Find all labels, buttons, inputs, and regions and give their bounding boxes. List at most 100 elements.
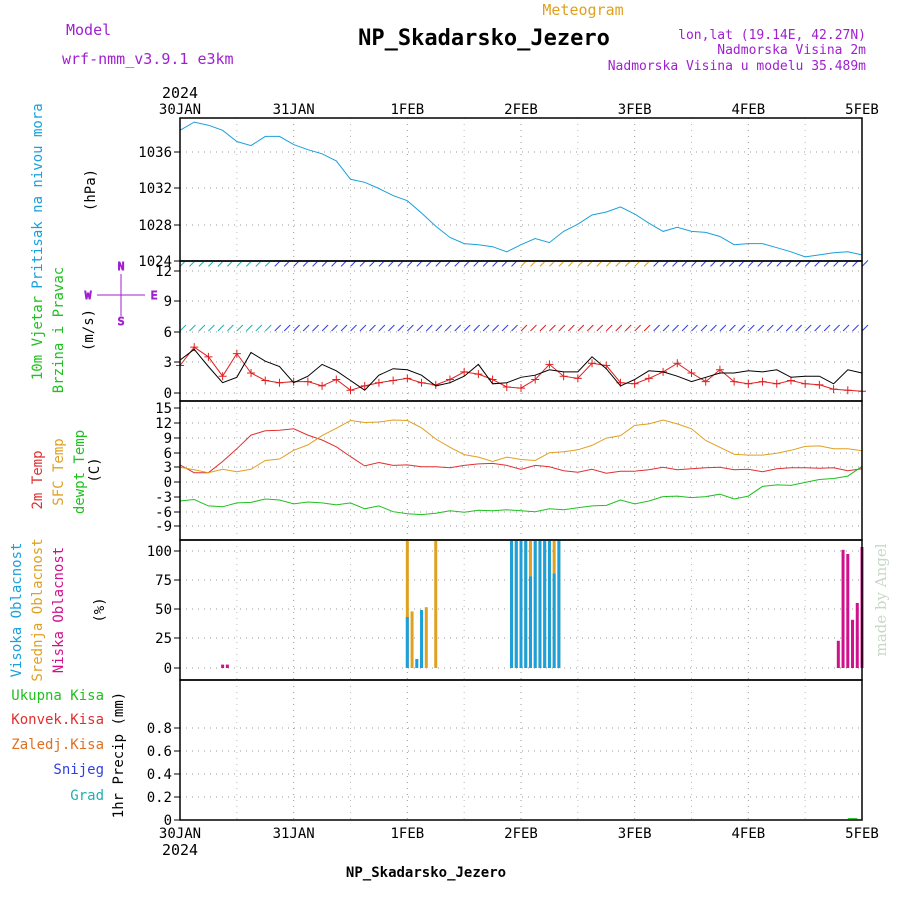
wind-speed-marker <box>460 367 469 376</box>
wind-barb <box>842 324 850 332</box>
wind-barb <box>785 324 793 332</box>
bottom-date-label: 4FEB <box>731 826 765 842</box>
wind-barb <box>653 324 660 332</box>
wind-speed-marker <box>474 370 483 379</box>
cloud-bar <box>557 540 561 668</box>
wind-barb <box>672 324 679 332</box>
precip-panel: 0.8 0.6 0.4 0.2 0 <box>147 679 863 829</box>
wind-barb <box>283 324 291 332</box>
wind-barb <box>596 324 604 332</box>
pressure-ytick-label: 1028 <box>138 218 172 234</box>
cloud-bar <box>420 610 424 668</box>
cloud-bar <box>533 540 537 668</box>
wind-speed-marker <box>701 377 710 386</box>
wind-speed-marker <box>232 349 241 358</box>
wind-barb <box>757 324 765 332</box>
wind-barb <box>473 324 480 332</box>
wind-speed-marker <box>502 383 511 391</box>
footer-station: NP_Skadarsko_Jezero <box>346 865 506 881</box>
compass-s: S <box>118 315 125 328</box>
wind-barb <box>662 324 670 332</box>
cloud-bar <box>410 611 414 668</box>
wind-speed-marker <box>218 372 227 381</box>
cloud-ytick-label: 50 <box>155 602 172 618</box>
wind-barb <box>359 324 367 332</box>
wind-speed-marker <box>303 377 312 386</box>
wind-barb <box>435 324 443 332</box>
wind-speed-marker <box>829 385 838 394</box>
wind-barb <box>766 324 774 332</box>
cloud-unit: (%) <box>92 597 108 622</box>
bottom-year-label: 2024 <box>162 841 198 859</box>
temperature-ytick-label: 9 <box>164 431 172 447</box>
temperature-ytick-label: -6 <box>155 505 172 521</box>
wind-speed-marker <box>389 376 398 385</box>
pressure-series-0-line <box>179 121 863 258</box>
wind-speed-marker <box>374 378 383 387</box>
wind-barb <box>852 324 859 332</box>
wind-speed-marker <box>318 381 327 390</box>
wind-barb <box>833 324 840 332</box>
top-date-label: 30JAN <box>159 102 201 118</box>
cloud-ytick-label: 25 <box>155 631 172 647</box>
wind-panel: 12 9 6 3 0 <box>155 260 869 402</box>
wind-barb <box>624 324 632 332</box>
wind-speed-marker <box>815 380 824 389</box>
wind-speed-marker <box>843 386 852 395</box>
wind-barb <box>425 324 433 332</box>
wind-barb <box>227 324 234 332</box>
cloud-bar <box>405 540 409 668</box>
wind-speed-marker <box>758 377 767 386</box>
wind-barb <box>255 324 263 332</box>
wind-barb <box>823 324 831 332</box>
wind-speed-marker <box>673 359 682 368</box>
pressure-panel: 1036 1032 1028 1024 <box>138 117 863 270</box>
t2m-label: 2m Temp <box>30 450 46 509</box>
precip-ytick-label: 0.6 <box>147 744 172 760</box>
wind-barb <box>814 324 821 332</box>
wind-barb <box>795 324 803 332</box>
wind-barb <box>312 324 319 332</box>
wind-speed-marker <box>247 369 256 377</box>
bottom-date-label: 2FEB <box>504 826 538 842</box>
wind-barb <box>605 324 613 332</box>
top-date-label: 4FEB <box>731 102 765 118</box>
pressure-ytick-label: 1036 <box>138 145 172 161</box>
wind-speed-marker <box>545 360 554 369</box>
cloud-mid-label: Srednja Oblacnost <box>30 538 46 681</box>
cloud-bar <box>424 607 428 668</box>
precip-snow-label: Snijeg <box>53 762 104 778</box>
wind-speed-marker <box>403 374 412 383</box>
wind-barb <box>804 324 812 332</box>
wind-speed-marker <box>588 359 597 368</box>
temperature-frame <box>179 400 863 541</box>
wind-barb <box>388 324 395 332</box>
wind-barb <box>416 324 424 332</box>
top-date-label: 31JAN <box>273 102 315 118</box>
temperature-ytick-label: 3 <box>164 460 172 476</box>
top-date-label: 1FEB <box>390 102 424 118</box>
wind-barb <box>454 324 462 332</box>
wind-barb <box>634 324 642 332</box>
wind-speed-marker <box>332 375 341 384</box>
temperature-series-1-line <box>179 419 863 474</box>
wind-series-1-line <box>179 348 863 391</box>
wind-speed-marker <box>687 369 696 377</box>
precip-ytick-label: 0.4 <box>147 767 172 783</box>
wind-barb <box>350 324 357 332</box>
wind-barb <box>729 324 736 332</box>
wind-speed-marker <box>630 379 639 388</box>
wind-barb <box>293 324 301 332</box>
cloud-bar <box>841 549 845 668</box>
wind-barb <box>615 324 623 332</box>
wind-barb <box>321 324 329 332</box>
precip-conv-label: Konvek.Kisa <box>11 712 104 728</box>
wind-speed-marker <box>261 376 270 385</box>
wind-barb <box>681 324 689 332</box>
cloud-panel: 100 75 50 25 0 <box>147 539 864 681</box>
compass-rose: N S W E <box>84 260 158 329</box>
cloud-bar <box>519 540 523 668</box>
cloud-bar <box>524 540 528 668</box>
wind-barb <box>302 324 310 332</box>
temperature-series-0-line <box>179 428 863 474</box>
